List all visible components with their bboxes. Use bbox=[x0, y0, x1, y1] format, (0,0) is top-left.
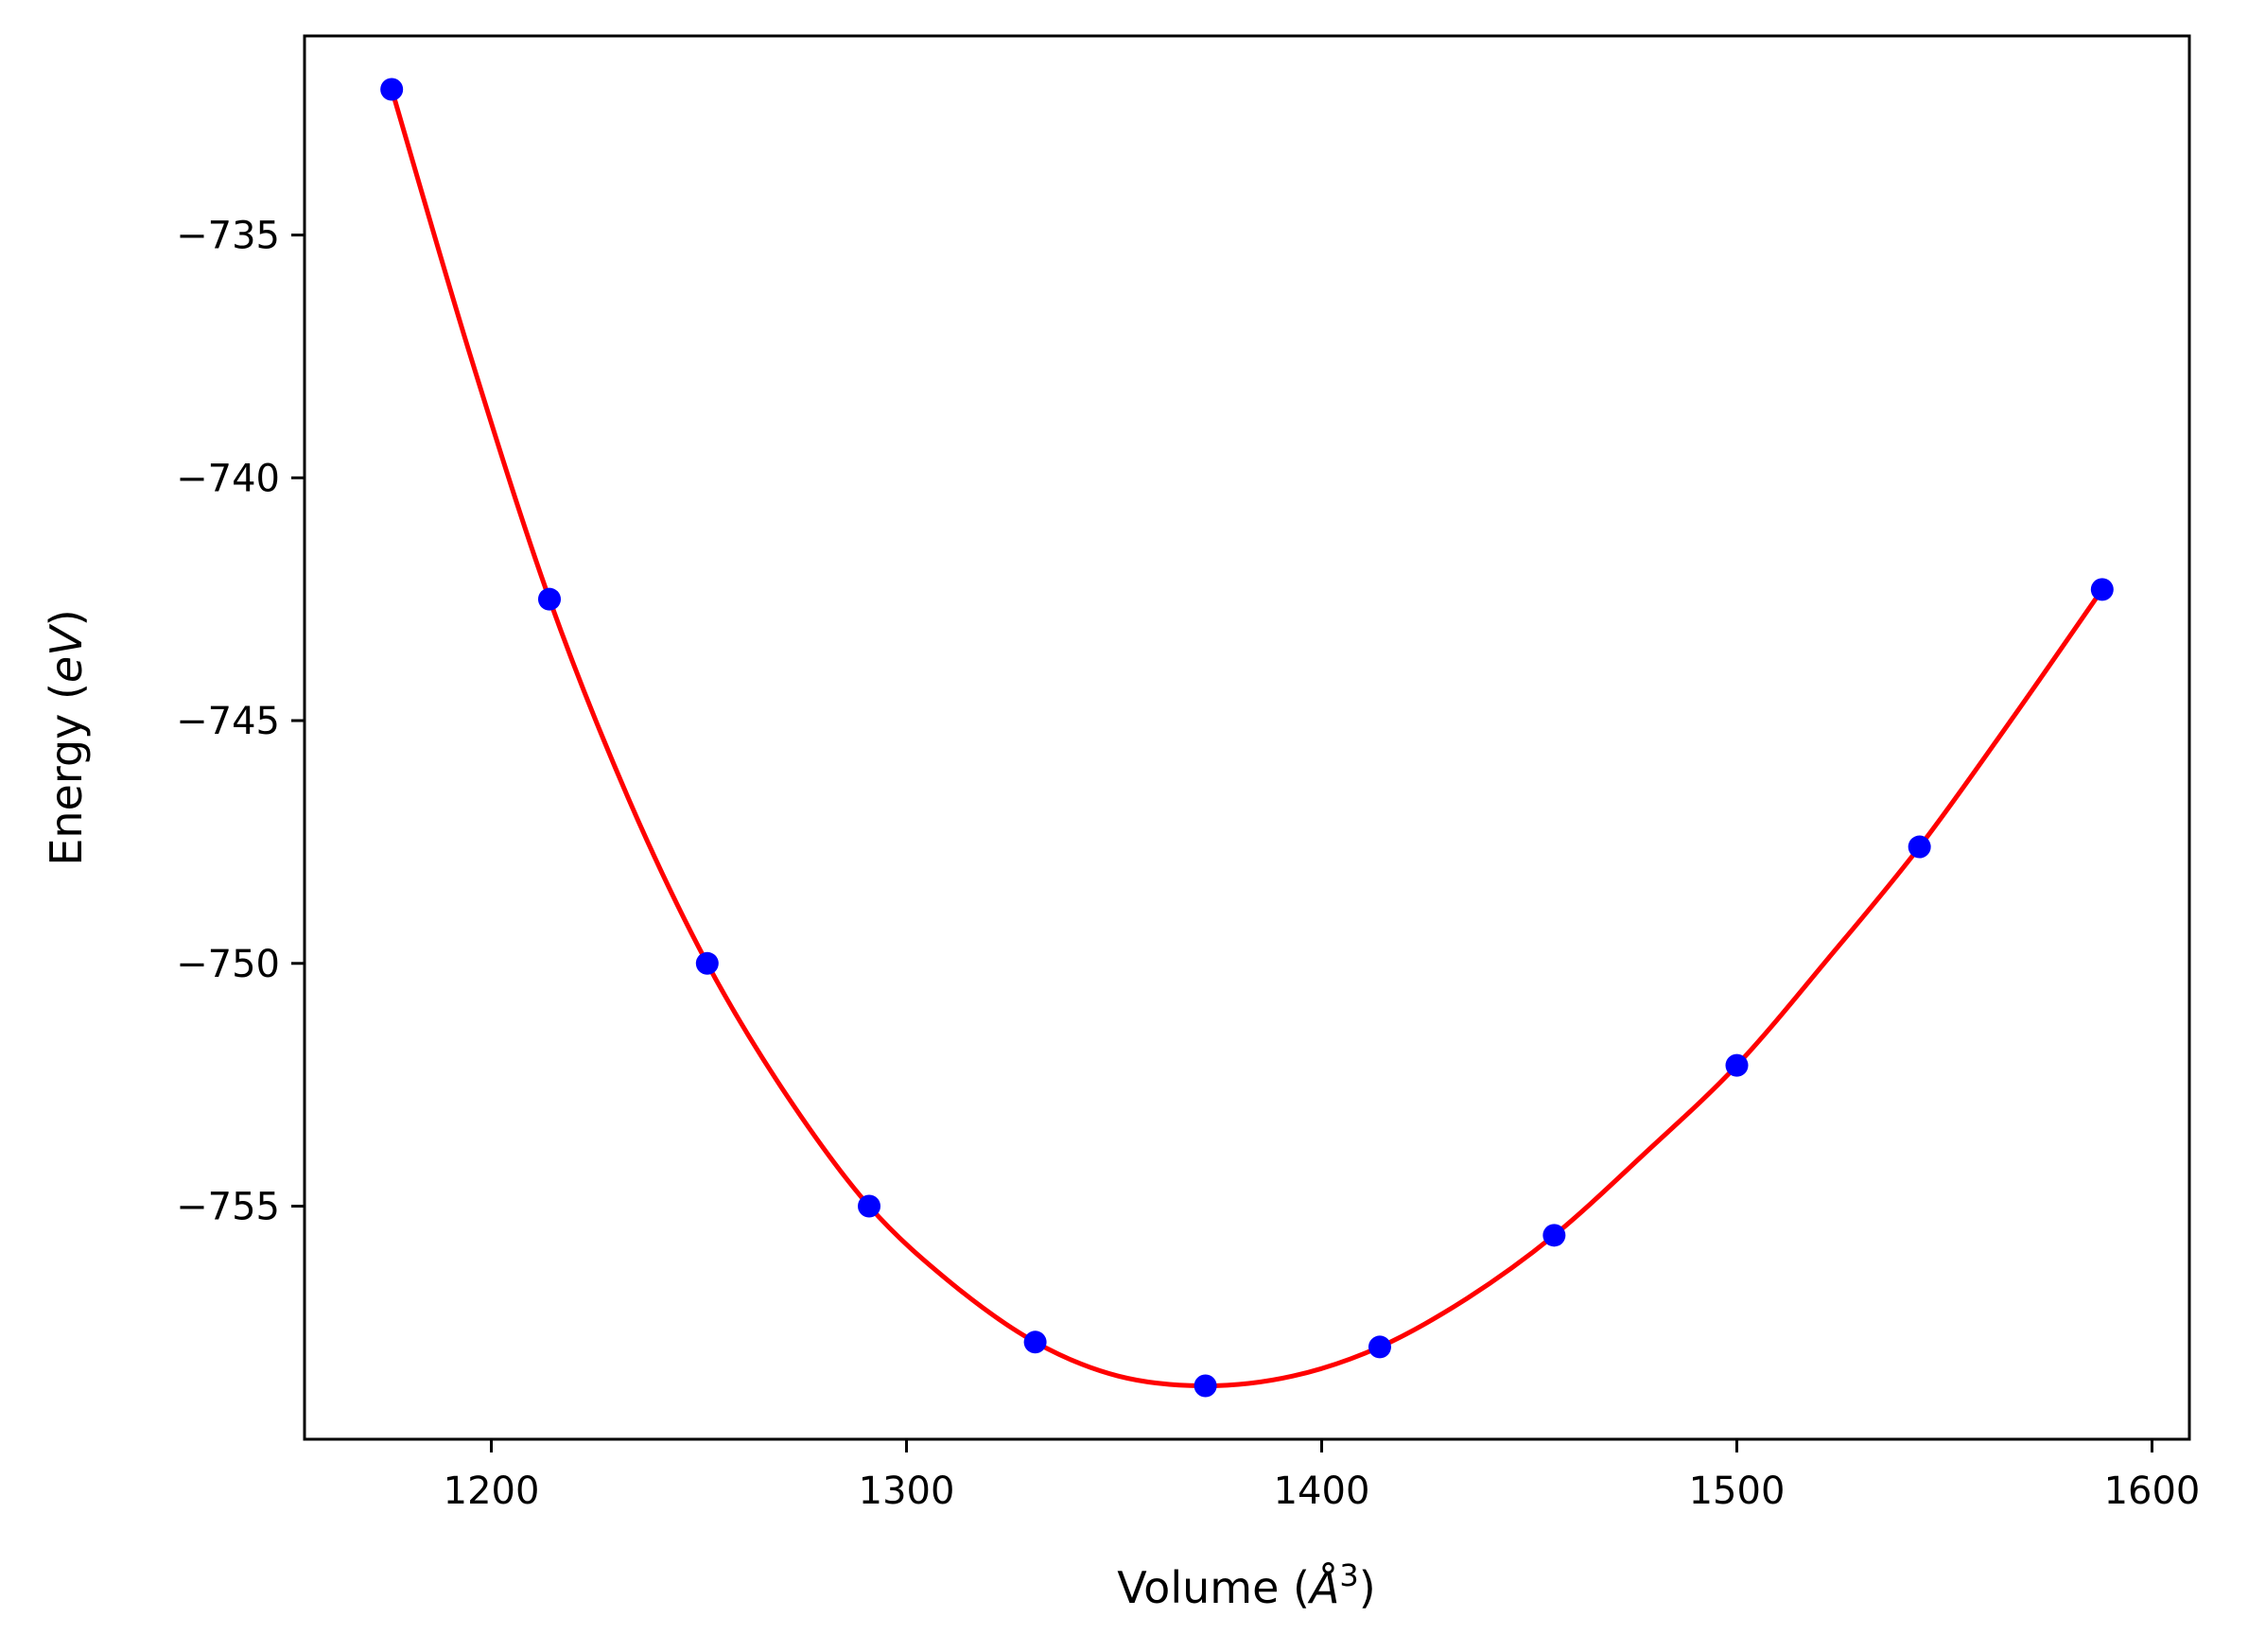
x-axis-ticks: 1200 1300 1400 1500 1600 bbox=[444, 1439, 2201, 1513]
data-point bbox=[1542, 1224, 1566, 1247]
data-point bbox=[380, 78, 404, 101]
data-points bbox=[380, 78, 2114, 1398]
x-tick-label: 1600 bbox=[2104, 1469, 2201, 1513]
x-tick-label: 1400 bbox=[1274, 1469, 1370, 1513]
y-tick-label: −750 bbox=[176, 943, 280, 986]
data-point bbox=[695, 951, 719, 975]
y-axis-label: Energy (eV) bbox=[41, 609, 92, 865]
y-axis-ticks: −735 −740 −745 −750 −755 bbox=[176, 215, 305, 1229]
y-tick-label: −740 bbox=[176, 457, 280, 500]
y-tick-label: −735 bbox=[176, 215, 280, 258]
x-tick-label: 1200 bbox=[444, 1469, 540, 1513]
fit-curve-line bbox=[389, 87, 2105, 1388]
x-tick-label: 1500 bbox=[1689, 1469, 1786, 1513]
y-tick-label: −745 bbox=[176, 700, 280, 743]
data-point bbox=[538, 587, 562, 611]
data-point bbox=[1725, 1053, 1749, 1077]
data-point bbox=[1194, 1374, 1217, 1398]
data-point bbox=[1908, 835, 1931, 859]
data-point bbox=[1368, 1335, 1391, 1359]
y-tick-label: −755 bbox=[176, 1186, 280, 1229]
x-tick-label: 1300 bbox=[859, 1469, 955, 1513]
data-point bbox=[2090, 578, 2114, 601]
data-point bbox=[858, 1194, 881, 1218]
plot-area-frame bbox=[303, 34, 2191, 1441]
data-point bbox=[1023, 1330, 1047, 1354]
x-axis-label: Volume (Å3) bbox=[1117, 1557, 1375, 1613]
